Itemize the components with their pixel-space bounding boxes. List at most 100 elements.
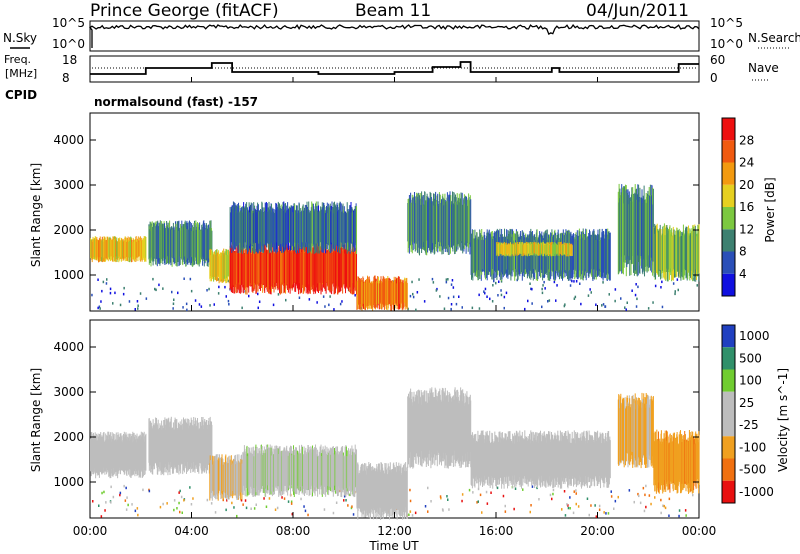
noise-left-label: N.Sky <box>3 31 37 45</box>
heatmap-speckle <box>608 293 610 296</box>
power-panel: 1000 2000 3000 4000 Slant Range [km] 4 8 12 16… <box>29 112 777 312</box>
freq-tick-bottom: 8 <box>62 71 70 85</box>
heatmap-speckle <box>173 508 175 512</box>
velocity-panel: 1000 2000 3000 4000 Slant Range [km] 1000 50… <box>29 319 790 520</box>
heatmap-speckle <box>162 502 164 506</box>
y-tick-label: 3000 <box>53 385 84 399</box>
heatmap-speckle <box>448 508 450 511</box>
heatmap-speckle <box>450 307 452 311</box>
x-tick-label: 00:00 <box>73 524 108 538</box>
heatmap-speckle <box>633 500 635 504</box>
heatmap-speckle <box>407 307 409 311</box>
noise-panel: N.Sky 10^5 10^0 10^5 10^0 N.Search <box>3 16 800 52</box>
heatmap-speckle <box>610 495 613 498</box>
heatmap-speckle <box>145 297 148 300</box>
heatmap-speckle <box>182 306 184 309</box>
heatmap-cell <box>145 237 147 262</box>
colorbar-tick-label: 12 <box>739 222 754 236</box>
colorbar-segment <box>722 162 735 185</box>
power-colorbar: 4 8 12 16 20 24 28 <box>721 117 754 297</box>
heatmap-speckle <box>214 511 217 514</box>
heatmap-speckle <box>98 305 101 308</box>
heatmap-speckle <box>125 486 127 490</box>
colorbar-tick-label: 24 <box>739 156 754 170</box>
heatmap-speckle <box>98 504 100 507</box>
heatmap-speckle <box>431 277 434 281</box>
heatmap-speckle <box>200 305 203 308</box>
heatmap-speckle <box>652 301 654 304</box>
heatmap-cell <box>356 246 358 295</box>
heatmap-speckle <box>529 282 531 285</box>
heatmap-speckle <box>514 487 517 490</box>
heatmap-speckle <box>495 281 497 285</box>
heatmap-speckle <box>602 303 605 306</box>
heatmap-speckle <box>531 302 533 305</box>
heatmap-speckle <box>283 497 286 500</box>
heatmap-speckle <box>268 497 271 500</box>
y-tick-label: 4000 <box>53 133 84 147</box>
heatmap-speckle <box>242 503 244 506</box>
heatmap-speckle <box>109 287 112 291</box>
heatmap-speckle <box>664 506 667 510</box>
heatmap-speckle <box>661 305 664 309</box>
heatmap-speckle <box>614 299 616 303</box>
heatmap-speckle <box>190 503 193 506</box>
heatmap-speckle <box>272 303 275 307</box>
heatmap-speckle <box>439 295 441 298</box>
heatmap-cell <box>211 230 213 266</box>
heatmap-speckle <box>139 292 142 295</box>
colorbar-tick-label: 1000 <box>739 329 770 343</box>
heatmap-speckle <box>478 307 481 310</box>
heatmap-speckle <box>692 493 694 497</box>
y-tick-label: 2000 <box>53 430 84 444</box>
freq-label-2: [MHz] <box>5 67 37 80</box>
heatmap-speckle <box>104 509 106 512</box>
heatmap-speckle <box>136 300 139 303</box>
heatmap-speckle <box>101 491 103 495</box>
heatmap-speckle <box>696 284 698 287</box>
heatmap-speckle <box>411 514 414 517</box>
heatmap-speckle <box>678 509 681 512</box>
colorbar-segment <box>722 229 735 252</box>
heatmap-speckle <box>472 491 474 494</box>
heatmap-speckle <box>290 500 293 503</box>
heatmap-speckle <box>613 507 615 510</box>
heatmap-speckle <box>285 298 287 302</box>
colorbar-tick-label: 4 <box>739 267 747 281</box>
heatmap-speckle <box>503 306 505 310</box>
heatmap-speckle <box>461 493 464 496</box>
colorbar-segment <box>722 436 735 459</box>
heatmap-speckle <box>598 508 601 511</box>
heatmap-speckle <box>159 505 162 509</box>
heatmap-speckle <box>500 293 503 297</box>
heatmap-speckle <box>127 503 129 507</box>
heatmap-speckle <box>274 508 277 511</box>
heatmap-speckle <box>236 514 238 518</box>
heatmap-speckle <box>154 287 156 291</box>
heatmap-speckle <box>661 280 663 284</box>
y-tick-label: 3000 <box>53 178 84 192</box>
heatmap-speckle <box>250 507 252 510</box>
heatmap-speckle <box>450 283 453 286</box>
heatmap-speckle <box>206 498 209 502</box>
heatmap-speckle <box>563 304 566 308</box>
heatmap-speckle <box>645 505 647 509</box>
heatmap-speckle <box>639 501 642 505</box>
heatmap-speckle <box>119 303 122 307</box>
heatmap-speckle <box>497 294 499 297</box>
colorbar-segment <box>722 391 735 414</box>
heatmap-speckle <box>436 287 438 291</box>
heatmap-speckle <box>343 495 346 498</box>
heatmap-speckle <box>642 486 645 490</box>
heatmap-speckle <box>281 496 283 499</box>
heatmap-speckle <box>183 499 185 502</box>
heatmap-speckle <box>114 291 116 295</box>
heatmap-speckle <box>276 506 279 510</box>
heatmap-speckle <box>253 507 256 510</box>
colorbar-segment <box>722 140 735 163</box>
heatmap-speckle <box>189 277 192 281</box>
heatmap-speckle <box>134 308 136 311</box>
heatmap-speckle <box>102 280 105 284</box>
heatmap-speckle <box>178 491 180 494</box>
heatmap-speckle <box>265 505 268 508</box>
